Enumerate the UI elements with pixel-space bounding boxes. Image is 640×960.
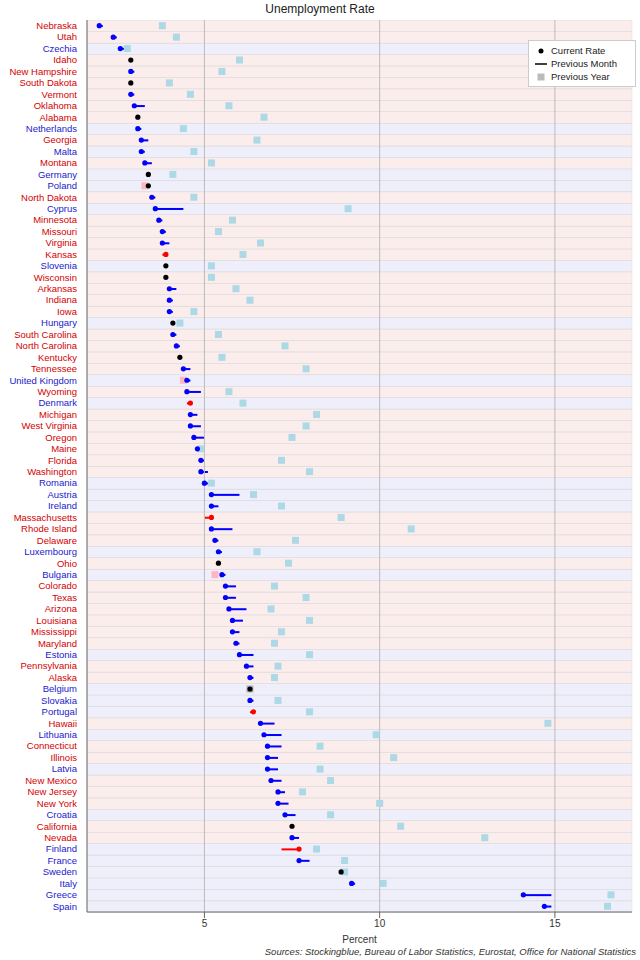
svg-text:Idaho: Idaho [53,54,77,65]
svg-text:Finland: Finland [46,843,77,854]
svg-text:Iowa: Iowa [57,306,78,317]
svg-text:15: 15 [549,918,561,929]
svg-text:South Carolina: South Carolina [14,329,78,340]
svg-text:Austria: Austria [47,489,77,500]
svg-text:Sweden: Sweden [43,866,77,877]
svg-text:5: 5 [202,918,208,929]
svg-text:Netherlands: Netherlands [26,123,77,134]
svg-text:New Jersey: New Jersey [27,786,77,797]
svg-text:Maine: Maine [51,443,77,454]
svg-text:Connecticut: Connecticut [27,740,78,751]
svg-text:Missouri: Missouri [42,226,77,237]
svg-text:California: California [37,821,78,832]
svg-text:Germany: Germany [38,169,77,180]
svg-text:Mississippi: Mississippi [31,626,77,637]
svg-text:Oregon: Oregon [45,432,77,443]
svg-text:Delaware: Delaware [37,535,77,546]
svg-text:Estonia: Estonia [45,649,77,660]
svg-text:Nevada: Nevada [44,832,77,843]
svg-text:Luxembourg: Luxembourg [24,546,77,557]
svg-text:Czechia: Czechia [43,43,78,54]
svg-text:Denmark: Denmark [38,397,77,408]
svg-text:United Kingdom: United Kingdom [9,375,77,386]
svg-text:Illinois: Illinois [51,752,78,763]
svg-text:North Dakota: North Dakota [21,192,78,203]
svg-text:New Mexico: New Mexico [25,775,77,786]
svg-text:Oklahoma: Oklahoma [34,100,78,111]
svg-text:Georgia: Georgia [43,134,78,145]
svg-text:South Dakota: South Dakota [19,77,77,88]
svg-text:Spain: Spain [53,901,77,912]
svg-text:Italy: Italy [60,878,78,889]
svg-text:Virginia: Virginia [45,237,77,248]
svg-text:Indiana: Indiana [46,294,78,305]
svg-text:Florida: Florida [48,455,78,466]
svg-text:Colorado: Colorado [38,580,77,591]
svg-text:Maryland: Maryland [38,638,77,649]
html-text:Current Rate: Current Rate [551,45,606,56]
svg-text:10: 10 [374,918,386,929]
svg-text:Poland: Poland [47,180,77,191]
svg-text:Malta: Malta [54,146,78,157]
html-text:Previous Year: Previous Year [551,71,610,82]
svg-text:Portugal: Portugal [42,706,77,717]
svg-text:Washington: Washington [27,466,77,477]
svg-text:Massachusetts: Massachusetts [14,512,78,523]
svg-text:France: France [47,855,77,866]
svg-text:Wisconsin: Wisconsin [34,272,77,283]
svg-text:Latvia: Latvia [52,763,78,774]
svg-text:Cyprus: Cyprus [47,203,77,214]
html-text:Previous Month: Previous Month [551,58,617,69]
html-text:Sources: Stockingblue, Bureau: Sources: Stockingblue, Bureau of Labor S… [264,946,636,957]
svg-text:Belgium: Belgium [43,683,77,694]
svg-text:Bulgaria: Bulgaria [42,569,78,580]
svg-text:New York: New York [37,798,77,809]
html-text:Percent: Percent [342,934,377,945]
svg-text:Hungary: Hungary [41,317,77,328]
svg-text:Ohio: Ohio [57,558,77,569]
svg-text:Kansas: Kansas [45,249,77,260]
svg-text:Rhode Island: Rhode Island [21,523,77,534]
svg-text:Wyoming: Wyoming [37,386,77,397]
svg-text:Minnesota: Minnesota [33,214,78,225]
svg-text:Arizona: Arizona [45,603,78,614]
svg-text:West Virginia: West Virginia [21,420,77,431]
svg-text:Louisiana: Louisiana [36,615,77,626]
svg-text:New Hampshire: New Hampshire [9,66,77,77]
svg-text:Arkansas: Arkansas [37,283,77,294]
svg-text:Michigan: Michigan [39,409,77,420]
svg-text:Alaska: Alaska [48,672,77,683]
svg-text:Utah: Utah [57,31,77,42]
svg-text:Texas: Texas [52,592,77,603]
svg-text:Tennessee: Tennessee [31,363,77,374]
svg-text:Vermont: Vermont [42,89,78,100]
svg-text:Alabama: Alabama [40,112,78,123]
svg-text:Kentucky: Kentucky [38,352,77,363]
svg-text:Pennsylvania: Pennsylvania [20,660,77,671]
svg-text:North Carolina: North Carolina [16,340,78,351]
svg-text:Slovakia: Slovakia [41,695,78,706]
svg-text:Greece: Greece [46,889,77,900]
svg-text:Montana: Montana [40,157,78,168]
svg-text:Romania: Romania [39,477,78,488]
svg-text:Hawaii: Hawaii [48,718,77,729]
svg-text:Lithuania: Lithuania [38,729,77,740]
svg-text:Nebraska: Nebraska [36,20,77,31]
svg-text:Croatia: Croatia [46,809,77,820]
svg-text:Ireland: Ireland [48,500,77,511]
html-text:Unemployment Rate: Unemployment Rate [265,2,375,16]
svg-text:Slovenia: Slovenia [41,260,78,271]
